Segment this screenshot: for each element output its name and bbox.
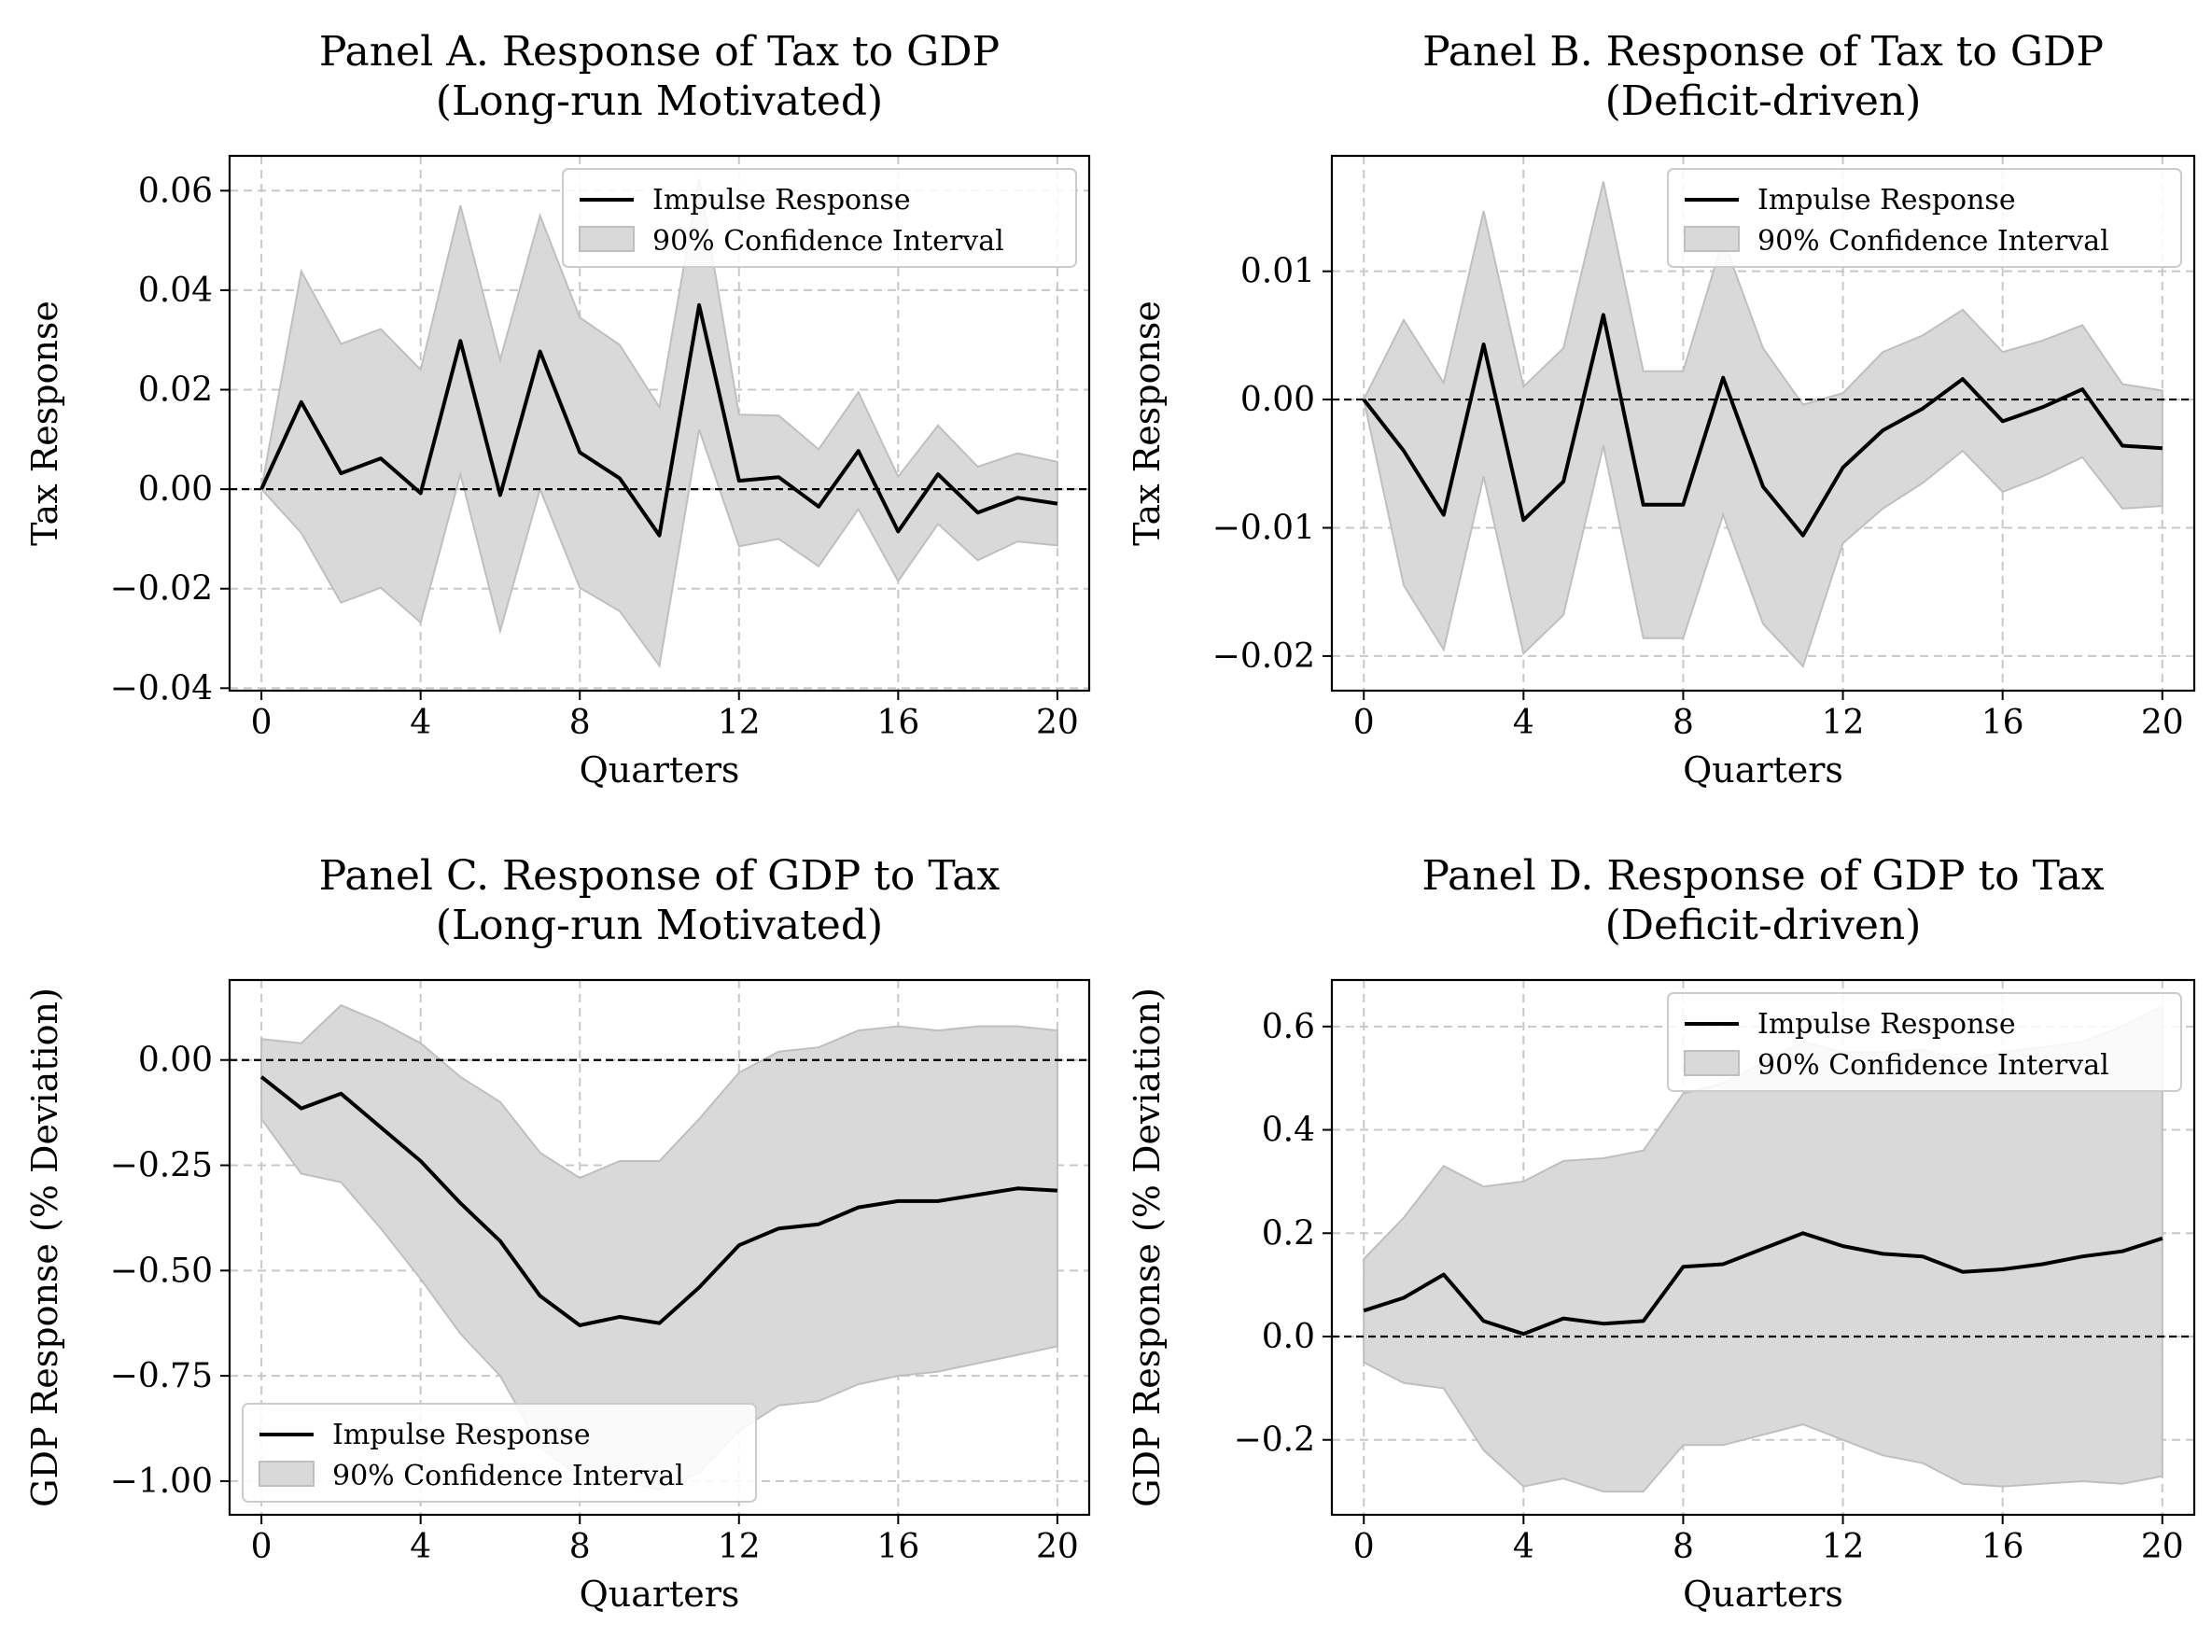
legend-band-label: 90% Confidence Interval xyxy=(652,225,1004,258)
confidence-band xyxy=(260,1003,1058,1491)
panel-a: Panel A. Response of Tax to GDP(Long-run… xyxy=(24,28,1091,791)
y-axis-label: Tax Response xyxy=(24,301,65,546)
y-tick-label: 0.6 xyxy=(1262,1008,1315,1046)
x-tick-label: 20 xyxy=(1036,704,1079,742)
y-axis-label: GDP Response (% Deviation) xyxy=(1127,987,1168,1507)
panel-title-line1: Panel D. Response of GDP to Tax xyxy=(1421,852,2104,900)
y-tick-label: −1.00 xyxy=(110,1463,213,1501)
y-tick-label: −0.75 xyxy=(110,1357,213,1395)
y-tick-label: 0.02 xyxy=(138,371,213,410)
x-tick-label: 20 xyxy=(1036,1528,1079,1566)
x-tick-label: 20 xyxy=(2141,1528,2184,1566)
x-tick-label: 16 xyxy=(1981,1528,2024,1566)
impulse-response-points xyxy=(261,304,1057,536)
impulse-response-points xyxy=(1364,315,2163,536)
legend-line-label: Impulse Response xyxy=(1757,1008,2016,1041)
x-tick-label: 20 xyxy=(2141,704,2184,742)
y-axis-label: GDP Response (% Deviation) xyxy=(24,987,65,1507)
y-tick-label: 0.04 xyxy=(138,272,213,310)
panel-title-line1: Panel C. Response of GDP to Tax xyxy=(319,852,1001,900)
x-tick-label: 12 xyxy=(718,1528,761,1566)
legend-line-label: Impulse Response xyxy=(1757,184,2016,217)
panel-title-line2: (Long-run Motivated) xyxy=(436,902,883,949)
x-tick-label: 12 xyxy=(1822,704,1865,742)
y-tick-label: 0.00 xyxy=(138,1042,213,1080)
panel-b: Panel B. Response of Tax to GDP(Deficit-… xyxy=(1127,28,2196,791)
x-tick-label: 4 xyxy=(1513,1528,1534,1566)
legend-band-swatch xyxy=(1684,226,1740,252)
legend-box xyxy=(1667,168,2182,268)
y-tick-label: 0.0 xyxy=(1262,1318,1315,1356)
y-tick-label: 0.00 xyxy=(138,470,213,509)
y-tick-label: 0.01 xyxy=(1240,253,1315,291)
x-tick-label: 4 xyxy=(410,704,431,742)
x-tick-label: 8 xyxy=(1673,704,1694,742)
x-tick-label: 0 xyxy=(1353,1528,1375,1566)
x-axis-label: Quarters xyxy=(1683,1574,1843,1615)
axes-frame xyxy=(228,154,1091,693)
legend-line-label: Impulse Response xyxy=(652,184,911,217)
legend: Impulse Response 90% Confidence Interval xyxy=(1667,168,2182,268)
y-tick-label: −0.02 xyxy=(1212,637,1315,676)
x-tick-label: 16 xyxy=(876,1528,919,1566)
axes-frame xyxy=(1330,154,2196,693)
x-tick-label: 12 xyxy=(718,704,761,742)
legend-line-label: Impulse Response xyxy=(332,1419,591,1451)
x-tick-label: 4 xyxy=(1513,704,1534,742)
x-axis-label: Quarters xyxy=(580,749,740,791)
x-tick-label: 16 xyxy=(1981,704,2024,742)
legend-band-swatch xyxy=(1684,1050,1740,1076)
axes-frame xyxy=(1330,978,2196,1517)
x-axis-label: Quarters xyxy=(580,1574,740,1615)
x-tick-label: 0 xyxy=(251,704,273,742)
legend-band-swatch xyxy=(259,1461,315,1487)
panel-title-line2: (Deficit-driven) xyxy=(1605,902,1922,949)
x-tick-label: 4 xyxy=(410,1528,431,1566)
y-tick-label: 0.4 xyxy=(1262,1112,1315,1150)
legend-box xyxy=(562,168,1077,268)
x-tick-label: 8 xyxy=(569,1528,591,1566)
y-tick-label: 0.2 xyxy=(1262,1214,1315,1253)
impulse-response-points xyxy=(261,1076,1057,1326)
y-tick-label: −0.01 xyxy=(1212,509,1315,547)
impulse-response-points xyxy=(1364,1233,2163,1335)
legend: Impulse Response 90% Confidence Interval xyxy=(242,1403,757,1503)
x-tick-label: 16 xyxy=(876,704,919,742)
panel-title-line2: (Long-run Motivated) xyxy=(436,77,883,125)
y-tick-label: −0.50 xyxy=(110,1252,213,1290)
legend-band-label: 90% Confidence Interval xyxy=(332,1460,684,1492)
panel-title-line1: Panel A. Response of Tax to GDP xyxy=(319,28,1000,76)
panel-d: Panel D. Response of GDP to Tax(Deficit-… xyxy=(1127,852,2196,1615)
legend-band-swatch xyxy=(579,226,635,252)
legend-box xyxy=(242,1403,757,1503)
panel-title-line2: (Deficit-driven) xyxy=(1605,77,1922,125)
y-tick-label: −0.04 xyxy=(110,669,213,707)
x-tick-label: 0 xyxy=(1353,704,1375,742)
legend-band-label: 90% Confidence Interval xyxy=(1757,225,2109,258)
legend-box xyxy=(1667,992,2182,1092)
x-tick-label: 8 xyxy=(1673,1528,1694,1566)
y-tick-label: −0.02 xyxy=(110,570,213,609)
x-tick-label: 8 xyxy=(569,704,591,742)
y-tick-label: −0.25 xyxy=(110,1147,213,1185)
x-axis-label: Quarters xyxy=(1683,749,1843,791)
panel-title-line1: Panel B. Response of Tax to GDP xyxy=(1422,28,2104,76)
axes-frame xyxy=(228,978,1091,1517)
y-axis-label: Tax Response xyxy=(1127,301,1168,546)
x-tick-label: 0 xyxy=(251,1528,273,1566)
y-tick-label: 0.06 xyxy=(138,172,213,210)
legend: Impulse Response 90% Confidence Interval xyxy=(1667,992,2182,1092)
legend-band-label: 90% Confidence Interval xyxy=(1757,1049,2109,1082)
panel-c: Panel C. Response of GDP to Tax(Long-run… xyxy=(24,852,1091,1615)
legend: Impulse Response 90% Confidence Interval xyxy=(562,168,1077,268)
x-tick-label: 12 xyxy=(1822,1528,1865,1566)
y-tick-label: 0.00 xyxy=(1240,381,1315,419)
y-tick-label: −0.2 xyxy=(1234,1421,1315,1460)
